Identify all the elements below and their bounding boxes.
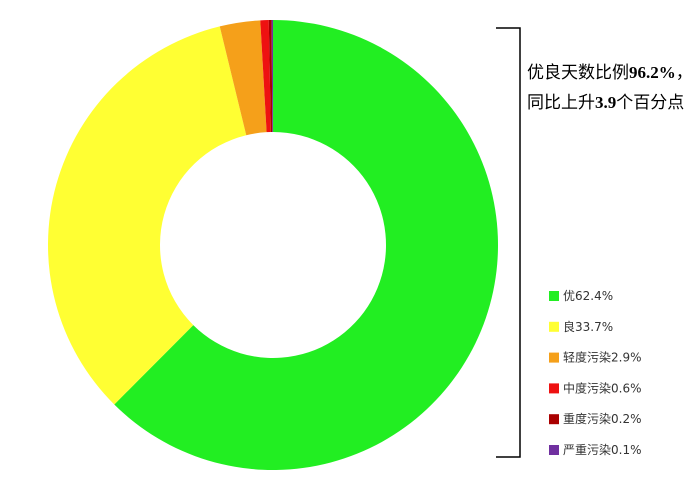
legend-category: 重度污染 — [563, 411, 611, 426]
annotation-part: 96.2% — [629, 63, 676, 82]
legend-value: 0.2% — [611, 412, 642, 426]
legend-label: 中度污染0.6% — [563, 380, 642, 395]
legend-value: 33.7% — [575, 319, 613, 333]
annotation-part: 同比上升 — [527, 93, 595, 112]
legend-category: 优 — [563, 289, 575, 303]
annotation: 优良天数比例96.2%， — [527, 63, 693, 82]
donut-slice — [114, 20, 498, 470]
legend-label: 轻度污染2.9% — [563, 349, 642, 364]
legend-label: 优62.4% — [563, 289, 613, 303]
annotation-part: 个百分点 — [616, 93, 684, 112]
annotation-part: 优良天数比例 — [527, 63, 629, 82]
annotation-part: 3.9 — [595, 93, 616, 112]
legend-category: 严重污染 — [563, 442, 611, 457]
legend-category: 轻度污染 — [563, 349, 611, 364]
donut-slice — [268, 20, 273, 133]
legend-swatch — [549, 445, 559, 455]
legend-label: 良33.7% — [563, 318, 613, 333]
donut-slice — [48, 26, 247, 405]
legend-swatch — [549, 383, 559, 394]
bracket — [496, 27, 521, 458]
legend-value: 0.1% — [611, 443, 642, 457]
legend-category: 良 — [563, 318, 575, 333]
donut-slice — [271, 20, 273, 133]
legend-category: 中度污染 — [563, 380, 611, 395]
legend-swatch — [549, 414, 559, 425]
donut-slice — [219, 20, 267, 136]
annotation-part: ， — [676, 63, 693, 82]
legend-value: 0.6% — [611, 381, 642, 395]
legend-value: 62.4% — [575, 289, 613, 303]
legend-value: 2.9% — [611, 350, 642, 364]
legend-swatch — [549, 291, 559, 301]
legend-swatch — [549, 352, 559, 363]
annotation: 同比上升3.9个百分点 — [527, 93, 684, 112]
donut-slice — [260, 20, 271, 133]
legend-label: 重度污染0.2% — [563, 411, 642, 426]
legend-label: 严重污染0.1% — [563, 442, 642, 457]
legend-swatch — [549, 321, 559, 332]
